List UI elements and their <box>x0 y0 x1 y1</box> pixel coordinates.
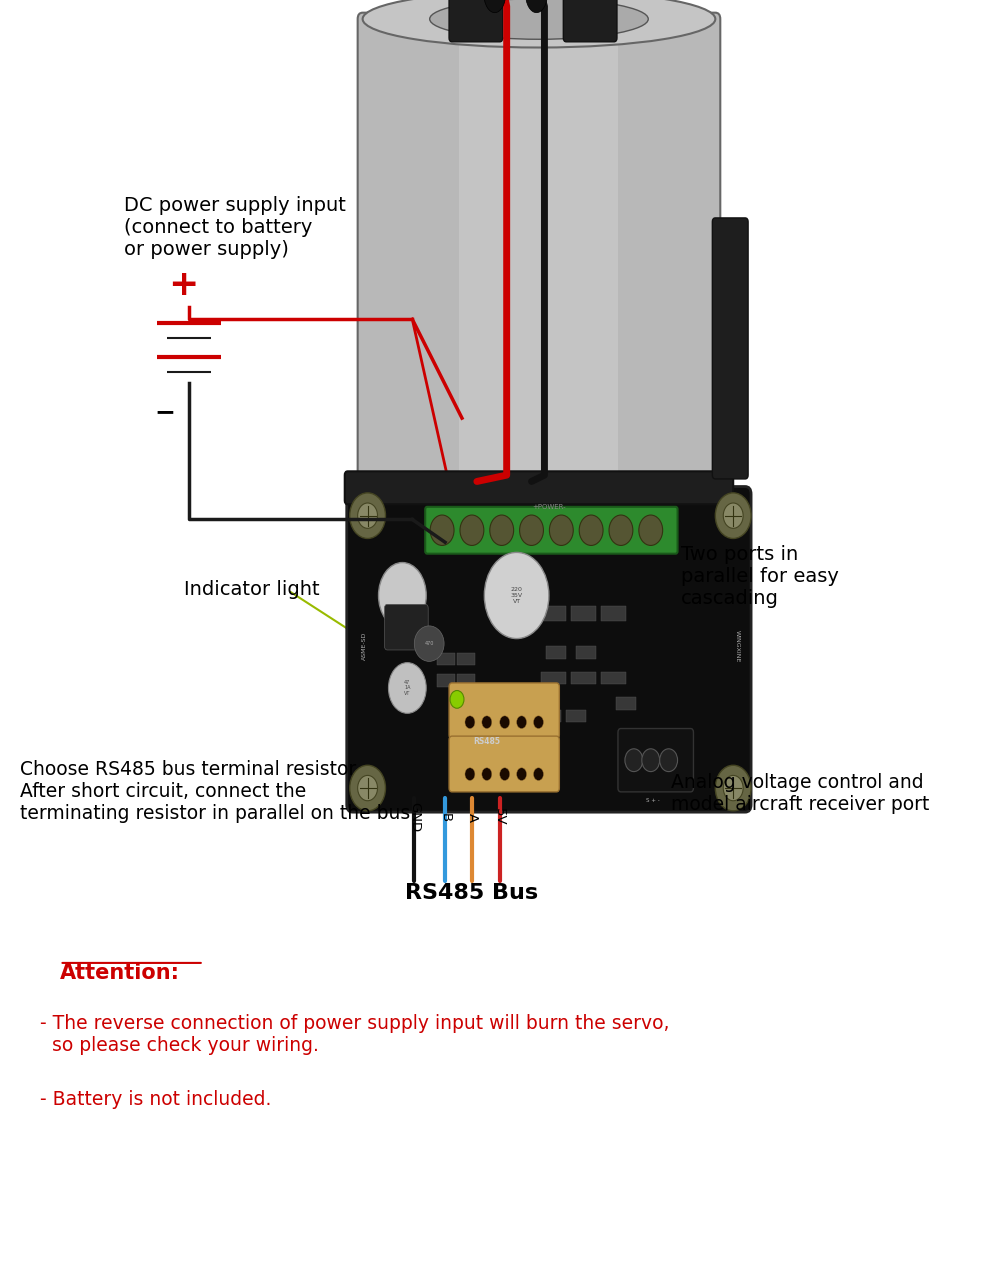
Text: −: − <box>154 400 175 423</box>
Circle shape <box>715 765 751 811</box>
FancyBboxPatch shape <box>571 672 596 684</box>
FancyBboxPatch shape <box>563 0 617 42</box>
Ellipse shape <box>526 0 547 13</box>
FancyBboxPatch shape <box>358 13 720 500</box>
Text: - The reverse connection of power supply input will burn the servo,
  so please : - The reverse connection of power supply… <box>40 1014 669 1054</box>
Circle shape <box>642 749 660 772</box>
Circle shape <box>534 716 543 729</box>
Circle shape <box>715 493 751 538</box>
Circle shape <box>500 768 510 780</box>
FancyBboxPatch shape <box>425 507 678 554</box>
FancyBboxPatch shape <box>541 672 566 684</box>
Circle shape <box>350 493 385 538</box>
Circle shape <box>625 749 643 772</box>
Circle shape <box>450 691 464 708</box>
FancyBboxPatch shape <box>576 646 596 659</box>
Circle shape <box>500 716 510 729</box>
FancyBboxPatch shape <box>449 736 559 792</box>
Text: 5V: 5V <box>493 808 506 826</box>
Text: 47
1A
VT: 47 1A VT <box>404 679 411 697</box>
Circle shape <box>358 503 378 528</box>
Text: S + -: S + - <box>646 798 660 803</box>
FancyBboxPatch shape <box>541 606 566 621</box>
Circle shape <box>460 516 484 546</box>
Circle shape <box>465 768 475 780</box>
Circle shape <box>609 516 633 546</box>
Text: Choose RS485 bus terminal resistor
After short circuit, connect the
terminating : Choose RS485 bus terminal resistor After… <box>20 760 410 824</box>
FancyBboxPatch shape <box>712 218 748 479</box>
FancyBboxPatch shape <box>571 606 596 621</box>
FancyBboxPatch shape <box>449 683 559 739</box>
FancyBboxPatch shape <box>618 729 693 792</box>
Text: Analog voltage control and
model aircraft receiver port: Analog voltage control and model aircraf… <box>671 773 929 813</box>
Circle shape <box>350 765 385 811</box>
Circle shape <box>482 716 492 729</box>
Circle shape <box>358 775 378 801</box>
Text: B: B <box>439 812 452 822</box>
Circle shape <box>660 749 678 772</box>
FancyBboxPatch shape <box>457 653 475 665</box>
Text: DC power supply input
(connect to battery
or power supply): DC power supply input (connect to batter… <box>124 196 346 260</box>
Ellipse shape <box>388 663 426 713</box>
Circle shape <box>723 775 743 801</box>
Circle shape <box>534 768 543 780</box>
Text: Indicator light: Indicator light <box>184 580 319 598</box>
FancyBboxPatch shape <box>566 710 586 722</box>
Text: - Battery is not included.: - Battery is not included. <box>40 1090 271 1109</box>
FancyBboxPatch shape <box>437 674 455 687</box>
Ellipse shape <box>414 626 444 661</box>
Circle shape <box>579 516 603 546</box>
Ellipse shape <box>484 0 506 13</box>
Text: 470: 470 <box>425 641 434 646</box>
Text: A: A <box>465 812 478 822</box>
FancyBboxPatch shape <box>459 19 618 494</box>
Ellipse shape <box>484 552 549 639</box>
Ellipse shape <box>379 563 426 628</box>
Text: RS485: RS485 <box>473 736 500 746</box>
Circle shape <box>723 503 743 528</box>
FancyBboxPatch shape <box>437 653 455 665</box>
Text: Two ports in
parallel for easy
cascading: Two ports in parallel for easy cascading <box>681 545 838 608</box>
Text: WINGXINE: WINGXINE <box>735 630 740 663</box>
FancyBboxPatch shape <box>546 646 566 659</box>
Circle shape <box>490 516 514 546</box>
Circle shape <box>517 716 527 729</box>
FancyBboxPatch shape <box>347 487 751 812</box>
Circle shape <box>465 716 475 729</box>
Ellipse shape <box>430 0 648 39</box>
FancyBboxPatch shape <box>616 697 636 710</box>
Text: GND: GND <box>408 802 421 832</box>
Text: ASME-SD: ASME-SD <box>362 632 367 660</box>
FancyBboxPatch shape <box>345 471 733 504</box>
FancyBboxPatch shape <box>449 0 503 42</box>
Text: +POWER-: +POWER- <box>532 504 566 511</box>
FancyBboxPatch shape <box>601 606 626 621</box>
Circle shape <box>549 516 573 546</box>
FancyBboxPatch shape <box>541 710 561 722</box>
FancyBboxPatch shape <box>457 674 475 687</box>
Circle shape <box>639 516 663 546</box>
Text: 220
35V
VT: 220 35V VT <box>511 587 523 604</box>
Text: +: + <box>169 269 199 302</box>
Ellipse shape <box>363 0 715 48</box>
Circle shape <box>430 516 454 546</box>
Circle shape <box>520 516 543 546</box>
FancyBboxPatch shape <box>601 672 626 684</box>
FancyBboxPatch shape <box>384 604 428 650</box>
Text: Attention:: Attention: <box>60 963 180 983</box>
Circle shape <box>517 768 527 780</box>
Circle shape <box>482 768 492 780</box>
Text: RS485 Bus: RS485 Bus <box>405 883 538 903</box>
